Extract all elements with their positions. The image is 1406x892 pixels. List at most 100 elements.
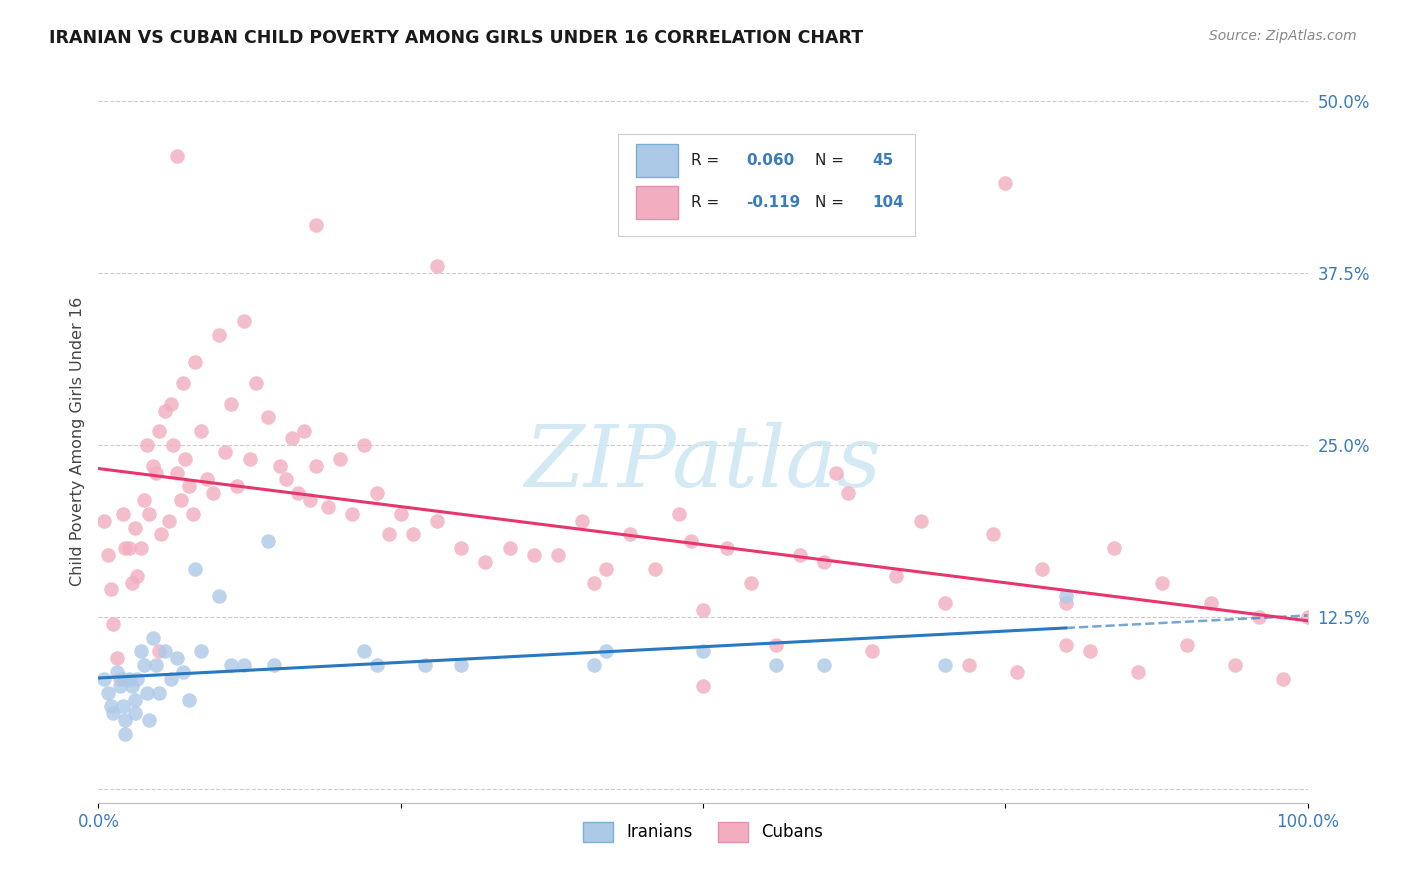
Text: ZIPatlas: ZIPatlas — [524, 422, 882, 505]
Point — [184, 355, 207, 369]
Point — [740, 575, 762, 590]
Point — [342, 507, 364, 521]
Point — [121, 679, 143, 693]
Point — [450, 541, 472, 556]
Text: -0.119: -0.119 — [747, 195, 801, 211]
Point — [934, 658, 956, 673]
Point — [195, 472, 218, 486]
Point — [111, 672, 134, 686]
Point — [668, 507, 690, 521]
Point — [100, 699, 122, 714]
Point — [957, 658, 980, 673]
Point — [114, 713, 136, 727]
Point — [150, 527, 173, 541]
Point — [181, 507, 204, 521]
Point — [305, 458, 328, 473]
Point — [837, 486, 859, 500]
Text: N =: N = — [815, 195, 849, 211]
Point — [124, 706, 146, 721]
Point — [100, 582, 122, 597]
Point — [269, 458, 291, 473]
Point — [1128, 665, 1150, 679]
Point — [1007, 665, 1029, 679]
Point — [934, 596, 956, 610]
Point — [93, 672, 115, 686]
Point — [1054, 590, 1077, 604]
Point — [498, 541, 520, 556]
Point — [190, 644, 212, 658]
Point — [179, 692, 201, 706]
Point — [583, 658, 606, 673]
Point — [142, 631, 165, 645]
Point — [692, 603, 714, 617]
Point — [93, 514, 115, 528]
Point — [329, 451, 352, 466]
Point — [105, 651, 128, 665]
Point — [644, 562, 666, 576]
Point — [281, 431, 304, 445]
Point — [1249, 610, 1271, 624]
Point — [1031, 562, 1053, 576]
Point — [256, 410, 278, 425]
Point — [274, 472, 297, 486]
Point — [595, 562, 617, 576]
Point — [148, 686, 170, 700]
Point — [157, 514, 180, 528]
Point — [1199, 596, 1222, 610]
Point — [162, 438, 184, 452]
Point — [148, 644, 170, 658]
Point — [366, 486, 388, 500]
Point — [886, 568, 908, 582]
Point — [292, 424, 315, 438]
Point — [389, 507, 412, 521]
Point — [135, 686, 157, 700]
Point — [118, 672, 141, 686]
Point — [108, 679, 131, 693]
Point — [129, 541, 152, 556]
Point — [221, 658, 243, 673]
Point — [232, 658, 254, 673]
Text: N =: N = — [815, 153, 849, 168]
Point — [108, 672, 131, 686]
Point — [226, 479, 249, 493]
Point — [789, 548, 811, 562]
Point — [402, 527, 425, 541]
Point — [263, 658, 285, 673]
Point — [118, 541, 141, 556]
Point — [232, 314, 254, 328]
Point — [1152, 575, 1174, 590]
Point — [825, 466, 848, 480]
Point — [1054, 596, 1077, 610]
Point — [190, 424, 212, 438]
Point — [134, 493, 156, 508]
Point — [813, 658, 835, 673]
Point — [124, 692, 146, 706]
Point — [595, 644, 617, 658]
Point — [145, 658, 167, 673]
Point — [221, 397, 243, 411]
Point — [994, 177, 1017, 191]
Point — [214, 445, 236, 459]
Point — [413, 658, 436, 673]
Point — [1223, 658, 1246, 673]
Point — [138, 507, 160, 521]
Point — [105, 665, 128, 679]
Point — [208, 590, 231, 604]
Point — [101, 706, 124, 721]
Point — [813, 555, 835, 569]
Point — [127, 568, 149, 582]
Point — [716, 541, 738, 556]
Point — [692, 679, 714, 693]
Point — [1272, 672, 1295, 686]
Point — [583, 575, 606, 590]
Point — [299, 493, 322, 508]
Point — [169, 493, 191, 508]
Point — [153, 403, 176, 417]
Point — [1078, 644, 1101, 658]
Point — [129, 644, 152, 658]
Text: R =: R = — [690, 153, 724, 168]
Point — [160, 397, 183, 411]
Point — [166, 466, 188, 480]
Point — [1054, 638, 1077, 652]
Point — [1102, 541, 1125, 556]
